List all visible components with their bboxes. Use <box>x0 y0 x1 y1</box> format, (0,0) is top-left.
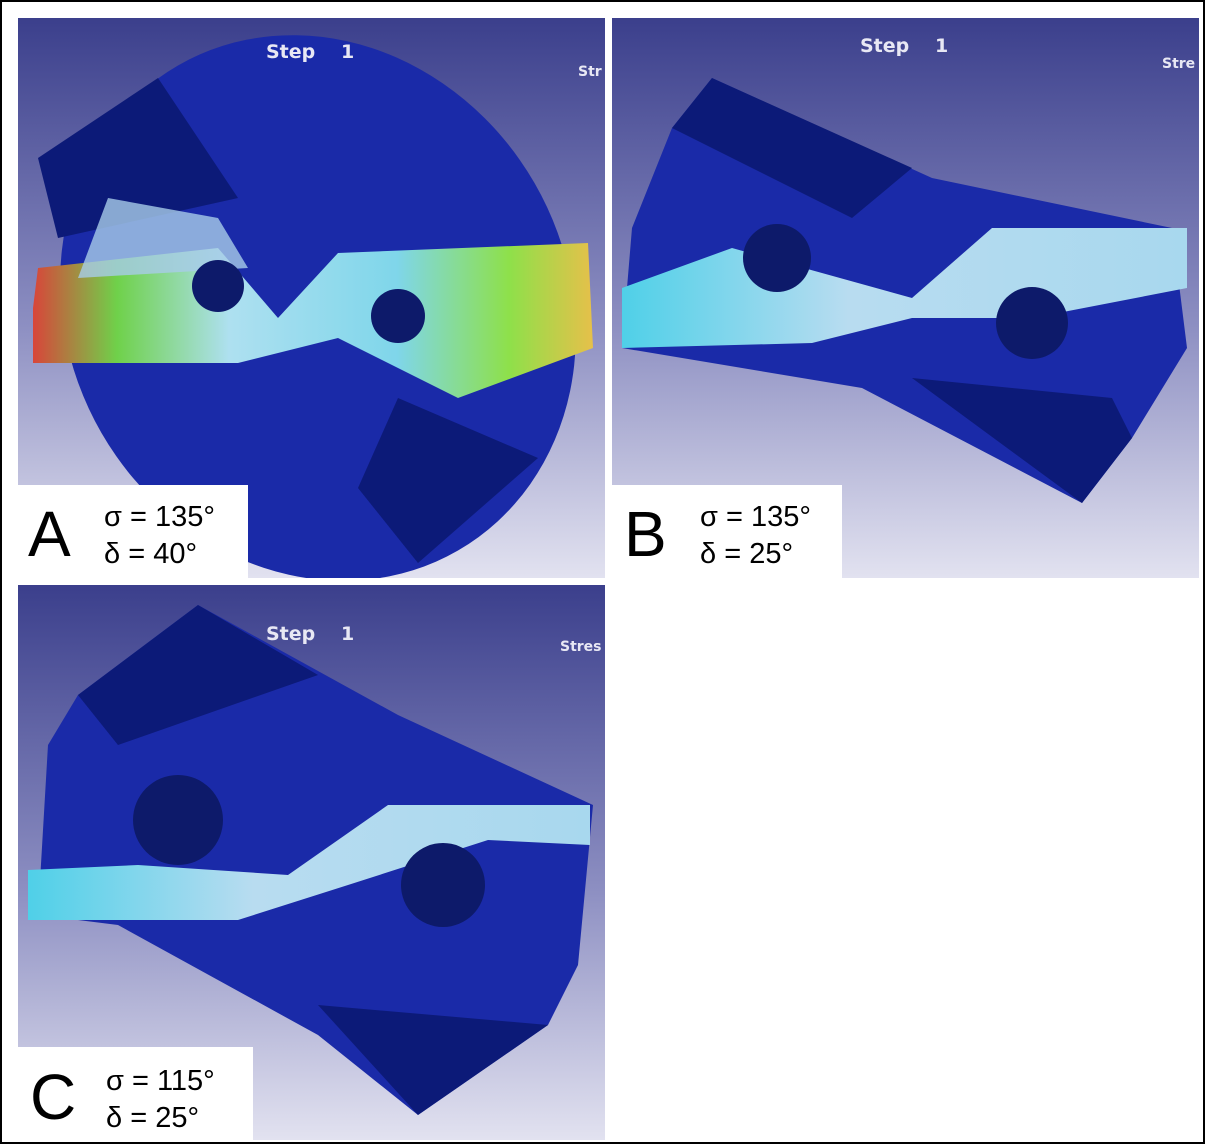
step-label: Step <box>266 41 315 63</box>
figure: Step 1 Str A σ = 135° δ = 40° Step 1 Str… <box>0 0 1205 1144</box>
hole <box>996 287 1068 359</box>
figure-canvas: Step 1 Str A σ = 135° δ = 40° Step 1 Str… <box>0 0 1205 1144</box>
stress-label: Stres <box>560 639 602 655</box>
panel-letter: A <box>28 498 71 570</box>
panel-letter: B <box>624 498 667 570</box>
step-label: Step <box>860 35 909 57</box>
sigma: σ = 135° <box>104 501 215 533</box>
panel-c: Step 1 Stres C σ = 115° δ = 25° <box>18 585 605 1140</box>
stress-label: Str <box>578 64 602 80</box>
hole <box>133 775 223 865</box>
panel-b: Step 1 Stre B σ = 135° δ = 25° <box>612 18 1200 578</box>
delta: δ = 25° <box>700 538 793 570</box>
delta: δ = 40° <box>104 538 197 570</box>
delta: δ = 25° <box>106 1102 199 1134</box>
step-number: 1 <box>341 41 354 63</box>
hole <box>192 260 244 312</box>
step-number: 1 <box>341 623 354 645</box>
step-number: 1 <box>935 35 948 57</box>
hole <box>743 224 811 292</box>
hole <box>401 843 485 927</box>
stress-label: Stre <box>1162 56 1195 72</box>
panel-a: Step 1 Str A σ = 135° δ = 40° <box>0 0 675 675</box>
hole <box>371 289 425 343</box>
sigma: σ = 135° <box>700 501 811 533</box>
sigma: σ = 115° <box>106 1065 215 1097</box>
panel-letter: C <box>30 1061 76 1133</box>
step-label: Step <box>266 623 315 645</box>
